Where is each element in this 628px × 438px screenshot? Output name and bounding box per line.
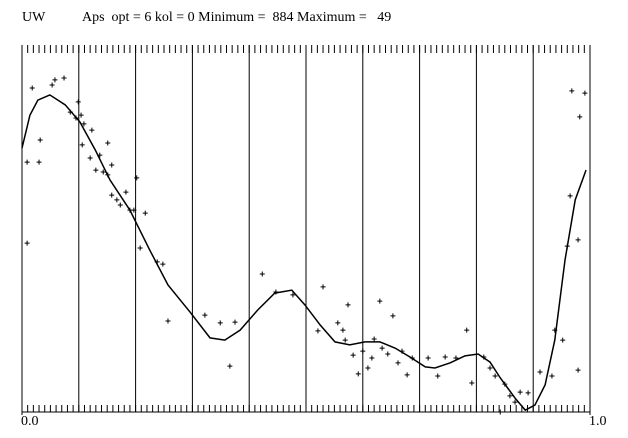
data-point bbox=[487, 365, 493, 371]
data-point bbox=[97, 152, 103, 158]
data-point bbox=[89, 127, 95, 133]
data-point bbox=[109, 192, 115, 198]
data-point bbox=[114, 197, 120, 203]
data-point bbox=[345, 302, 351, 308]
data-point bbox=[36, 159, 42, 165]
data-point bbox=[335, 320, 341, 326]
data-point bbox=[355, 371, 361, 377]
data-point bbox=[409, 355, 415, 361]
data-point bbox=[73, 115, 79, 121]
data-point bbox=[390, 313, 396, 319]
data-point bbox=[537, 369, 543, 375]
data-point bbox=[117, 202, 123, 208]
x-tick-label: 0.0 bbox=[21, 414, 39, 429]
data-point bbox=[552, 327, 558, 333]
data-point bbox=[377, 298, 383, 304]
data-point bbox=[502, 381, 508, 387]
data-point bbox=[507, 393, 513, 399]
data-point bbox=[142, 210, 148, 216]
data-point bbox=[564, 243, 570, 249]
data-point bbox=[87, 155, 93, 161]
data-point bbox=[52, 77, 58, 83]
data-point bbox=[154, 259, 160, 265]
data-point bbox=[350, 352, 356, 358]
data-point bbox=[320, 284, 326, 290]
data-point bbox=[137, 245, 143, 251]
data-point bbox=[369, 355, 375, 361]
data-point bbox=[100, 169, 106, 175]
data-point bbox=[105, 172, 111, 178]
chart-subtitle: Aps opt = 6 kol = 0 Minimum = 884 Maximu… bbox=[82, 10, 391, 25]
data-point bbox=[379, 345, 385, 351]
data-point bbox=[93, 167, 99, 173]
data-point bbox=[492, 373, 498, 379]
data-point bbox=[67, 109, 73, 115]
data-point bbox=[469, 380, 475, 386]
data-point bbox=[202, 312, 208, 318]
data-point bbox=[217, 320, 223, 326]
data-point bbox=[134, 175, 140, 181]
data-point bbox=[123, 189, 129, 195]
data-point bbox=[435, 373, 441, 379]
data-point bbox=[365, 365, 371, 371]
data-point bbox=[227, 363, 233, 369]
data-point bbox=[78, 112, 84, 118]
data-point bbox=[160, 261, 166, 267]
data-point bbox=[497, 409, 503, 415]
data-point bbox=[131, 207, 137, 213]
data-point bbox=[525, 390, 531, 396]
data-point bbox=[575, 367, 581, 373]
data-point bbox=[549, 373, 555, 379]
data-point bbox=[371, 336, 377, 342]
data-point bbox=[81, 121, 87, 127]
data-point bbox=[273, 289, 279, 295]
data-point bbox=[582, 90, 588, 96]
data-point bbox=[404, 372, 410, 378]
data-point bbox=[37, 137, 43, 143]
chart-title: UW bbox=[22, 10, 46, 25]
data-point bbox=[165, 318, 171, 324]
data-point bbox=[442, 354, 448, 360]
data-point bbox=[49, 82, 55, 88]
data-point bbox=[24, 159, 30, 165]
data-point bbox=[24, 240, 30, 246]
data-point bbox=[425, 355, 431, 361]
data-point bbox=[340, 327, 346, 333]
data-point bbox=[61, 75, 67, 81]
data-point bbox=[512, 399, 518, 405]
data-point bbox=[259, 271, 265, 277]
data-point bbox=[75, 99, 81, 105]
data-point bbox=[517, 389, 523, 395]
data-point bbox=[342, 337, 348, 343]
data-point bbox=[109, 162, 115, 168]
data-point bbox=[360, 348, 366, 354]
data-point bbox=[290, 292, 296, 298]
data-point bbox=[399, 348, 405, 354]
data-point bbox=[395, 360, 401, 366]
data-point bbox=[575, 237, 581, 243]
data-point bbox=[560, 337, 566, 343]
data-point bbox=[464, 327, 470, 333]
data-point bbox=[481, 354, 487, 360]
data-point bbox=[569, 88, 575, 94]
data-point bbox=[315, 328, 321, 334]
data-point bbox=[567, 193, 573, 199]
data-point bbox=[577, 114, 583, 120]
data-point bbox=[453, 355, 459, 361]
data-point bbox=[385, 351, 391, 357]
data-point bbox=[232, 319, 238, 325]
data-point bbox=[29, 85, 35, 91]
fit-line bbox=[21, 94, 587, 412]
x-tick-label: 1.0 bbox=[589, 414, 607, 429]
data-point bbox=[105, 140, 111, 146]
data-point bbox=[79, 142, 85, 148]
